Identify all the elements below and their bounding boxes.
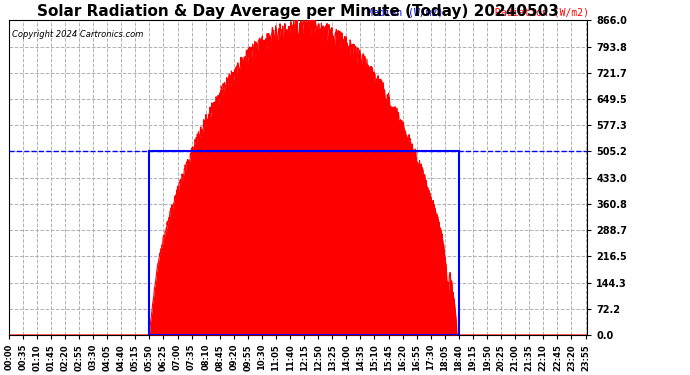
Text: Copyright 2024 Cartronics.com: Copyright 2024 Cartronics.com — [12, 30, 143, 39]
Title: Solar Radiation & Day Average per Minute (Today) 20240503: Solar Radiation & Day Average per Minute… — [37, 4, 559, 19]
Text: Radiation (W/m2): Radiation (W/m2) — [495, 7, 589, 17]
Bar — [149, 152, 459, 335]
Text: Median (W/m2): Median (W/m2) — [367, 7, 444, 17]
